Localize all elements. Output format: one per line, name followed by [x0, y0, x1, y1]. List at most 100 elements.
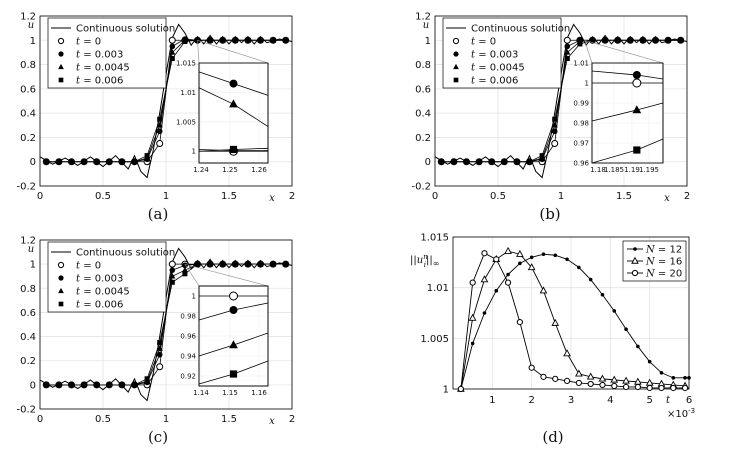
panel-c: 0 0.5 1 1.5 2-0.200.20.40.60.811.2xu Continuo…	[16, 236, 295, 447]
x-axis-label: x	[269, 193, 275, 204]
legend-label: N = 20	[645, 269, 682, 280]
legend-label: t = 0.003	[76, 50, 123, 61]
data-point	[169, 279, 175, 285]
data-point	[577, 265, 581, 270]
data-point	[670, 384, 677, 392]
y-tick-label: 1	[443, 385, 449, 396]
panel-caption: (c)	[148, 428, 168, 446]
inset-y-tick-label: 1.01	[573, 60, 589, 68]
inset-data-point	[229, 79, 238, 88]
axes-frame	[39, 239, 293, 410]
panel-b: 0 0.5 1 1.5 2-0.200.20.40.60.811.2xu Continuo…	[411, 12, 690, 224]
inset-y-tick-label: 1.015	[176, 60, 196, 68]
data-point	[468, 313, 477, 321]
data-point	[156, 121, 163, 128]
y-tick-label: 0.2	[20, 356, 36, 367]
data-point	[156, 128, 163, 135]
inset-x-tick-label: 1.19	[624, 166, 640, 174]
x-tick-label: 0	[37, 414, 43, 425]
y-tick-label: 0	[30, 380, 36, 391]
data-point	[220, 37, 226, 43]
data-point	[106, 382, 112, 388]
data-point	[636, 344, 640, 349]
legend-marker	[58, 51, 64, 57]
legend-label: Continuous solution	[76, 24, 175, 35]
y-tick-label: 0.4	[20, 109, 36, 120]
data-point	[627, 37, 633, 43]
data-point	[489, 159, 495, 165]
x-tick-label: 1.5	[221, 414, 237, 425]
data-point	[681, 384, 689, 392]
data-point	[563, 36, 571, 44]
data-point	[232, 261, 238, 267]
data-point	[119, 159, 125, 165]
data-point	[652, 37, 659, 43]
legend-label: N = 16	[645, 257, 682, 268]
inset-y-tick-label: 0.98	[180, 313, 196, 321]
x-tick-label: 3	[568, 395, 574, 406]
legend-box	[47, 17, 167, 89]
y-tick-label: 0	[30, 157, 36, 168]
inset-frame-top	[591, 62, 664, 164]
data-point	[551, 128, 558, 135]
inset-y-tick-label: 0.98	[573, 120, 589, 128]
data-point	[516, 319, 523, 326]
data-point	[94, 159, 100, 165]
data-point	[504, 279, 512, 286]
data-point	[518, 261, 522, 266]
data-point	[156, 363, 164, 371]
y-axis-label: u	[423, 20, 429, 31]
data-point	[529, 255, 534, 260]
legend-label: t = 0.003	[471, 50, 518, 61]
data-point	[232, 37, 238, 43]
data-point	[270, 261, 276, 267]
data-point	[182, 38, 188, 45]
y-tick-label: 0.8	[415, 60, 431, 71]
y-tick-label: 1.005	[420, 334, 449, 345]
data-point	[564, 49, 571, 55]
legend-marker	[453, 51, 459, 57]
inset-frame-top	[198, 62, 269, 164]
data-point	[646, 384, 653, 392]
data-point	[156, 140, 164, 147]
inset-data-point	[632, 105, 642, 114]
data-point	[169, 55, 175, 62]
legend-marker	[58, 287, 64, 294]
x-tick-label: 1.5	[616, 191, 632, 202]
data-point	[220, 261, 226, 267]
data-point	[516, 249, 524, 257]
data-point	[553, 253, 558, 258]
y-axis-label: ||un i||∞	[410, 253, 439, 269]
x-scale-label: ×10-3	[667, 407, 695, 420]
x-tick-label: 1	[163, 191, 169, 202]
inset-y-tick-label: 1.005	[176, 118, 196, 126]
data-point	[598, 374, 607, 382]
legend-marker	[58, 275, 64, 281]
data-point	[283, 37, 289, 43]
inset-x-tick-label: 1.14	[193, 389, 209, 397]
x-tick-label: 6	[686, 395, 692, 406]
y-axis-label: u	[28, 20, 34, 31]
inset-data-point	[632, 71, 641, 79]
data-point	[526, 159, 533, 165]
x-tick-label: 2	[289, 414, 295, 425]
x-axis-label: x	[269, 416, 275, 427]
data-point	[438, 159, 444, 165]
data-point	[659, 370, 664, 375]
data-point	[482, 311, 487, 315]
data-point	[56, 382, 62, 388]
legend-marker	[57, 37, 65, 45]
data-point	[194, 261, 201, 267]
data-point	[564, 43, 571, 50]
inset-x-tick-label: 1.26	[251, 166, 267, 174]
data-point	[463, 159, 470, 165]
data-point	[168, 260, 176, 268]
y-tick-label: 0.8	[20, 60, 36, 71]
y-tick-label: 0.2	[415, 133, 431, 144]
inset-x-tick-label: 1.185	[604, 166, 624, 174]
data-point	[169, 43, 176, 50]
data-point	[563, 349, 571, 357]
y-axis-label: u	[28, 244, 34, 255]
y-tick-label: 1	[30, 36, 36, 47]
legend-label: N = 12	[645, 245, 682, 256]
